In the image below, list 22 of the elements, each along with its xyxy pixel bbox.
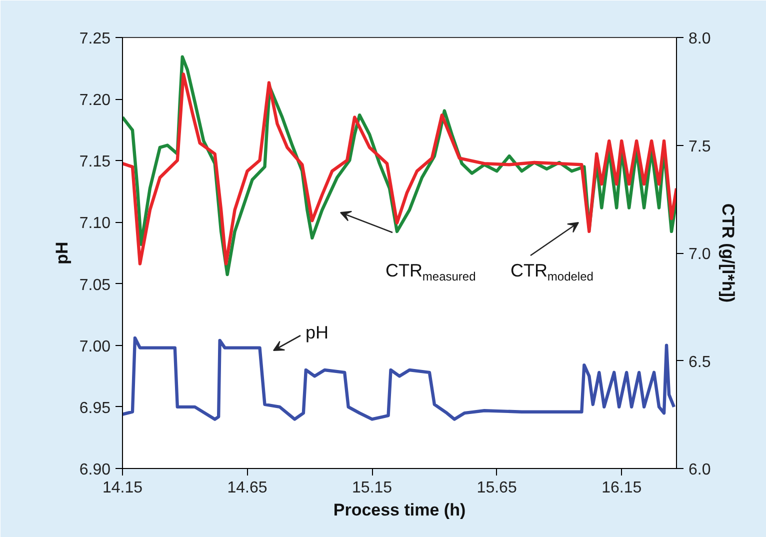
x-tick-label: 16.15: [602, 480, 642, 496]
y-tick-label: 7.00: [79, 338, 111, 356]
x-tick-label: 15.15: [352, 480, 392, 496]
y-axis-title: pH: [52, 242, 72, 264]
y2-tick-label: 8.0: [688, 30, 711, 48]
y-tick-label: 7.10: [79, 215, 111, 232]
y2-tick-label: 6.5: [688, 354, 711, 371]
annotation: pH: [306, 322, 329, 342]
y2-tick-label: 6.0: [688, 462, 711, 478]
y2-tick-label: 7.0: [688, 246, 711, 263]
x-axis-title: Process time (h): [333, 500, 466, 520]
y-tick-label: 7.15: [79, 154, 111, 171]
y-tick-label: 6.95: [79, 400, 111, 417]
y2-tick-label: 7.5: [688, 138, 711, 156]
x-tick-label: 14.65: [227, 480, 268, 496]
y-tick-label: 6.90: [79, 462, 111, 478]
x-tick-label: 15.65: [476, 480, 517, 496]
y-tick-label: 7.05: [79, 276, 111, 294]
y-tick-label: 7.20: [79, 92, 111, 110]
x-tick-label: 14.15: [102, 480, 143, 496]
y2-axis-title: CTR (g/[l*h]): [718, 203, 738, 303]
y-tick-label: 7.25: [79, 30, 111, 48]
